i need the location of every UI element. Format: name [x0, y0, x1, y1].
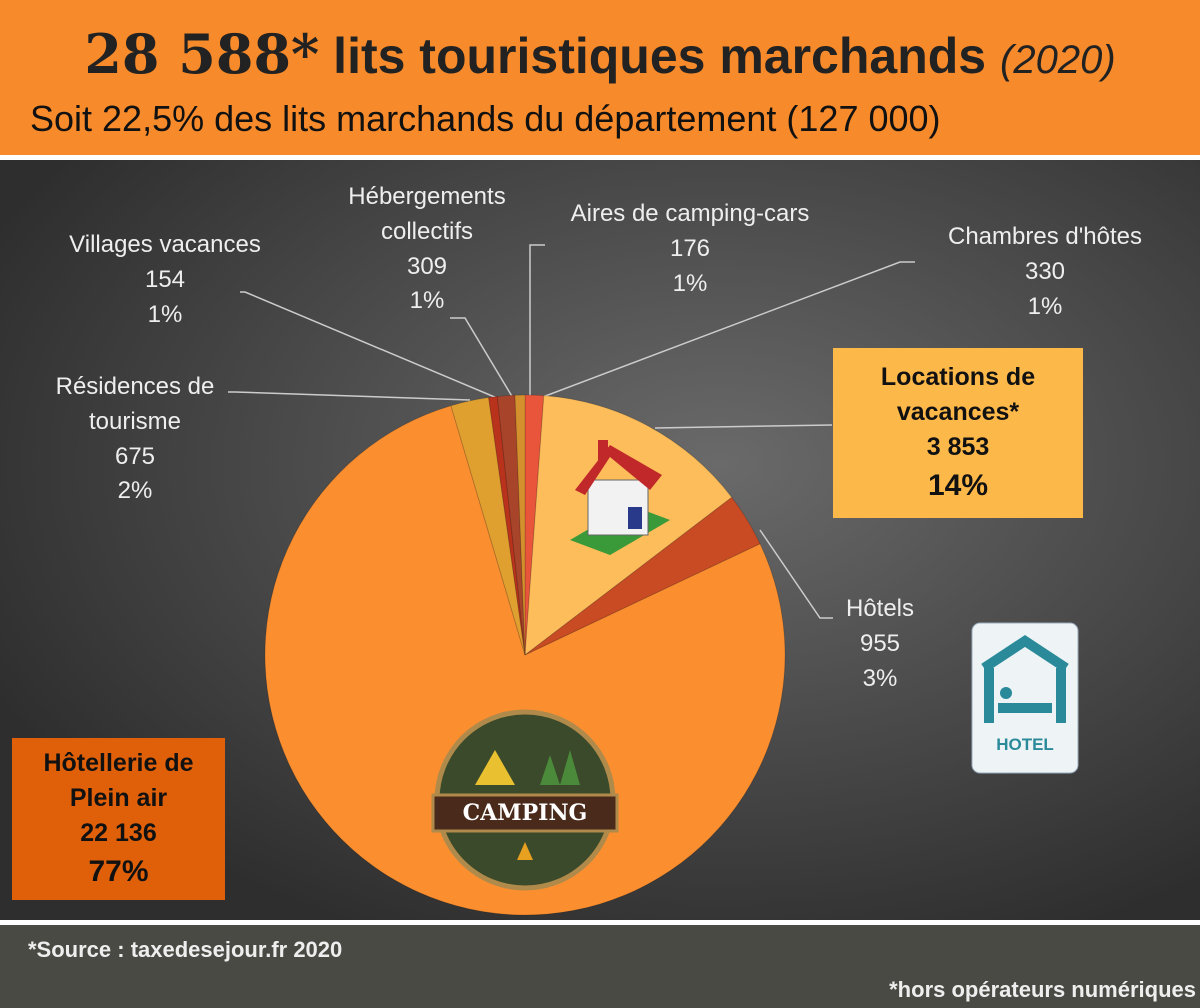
title-total: 28 588*	[84, 22, 319, 86]
footer: *Source : taxedesejour.fr 2020 *hors opé…	[0, 925, 1200, 1008]
percent-label: 1%	[45, 298, 285, 333]
hotel-label: HOTEL	[996, 735, 1054, 754]
leader-line	[655, 425, 832, 428]
hotel-icon: HOTEL	[972, 623, 1078, 773]
value-label: 675	[30, 440, 240, 475]
percent-label: 1%	[915, 290, 1175, 325]
note: *hors opérateurs numériques	[889, 977, 1196, 1003]
title-text: lits touristiques marchands	[333, 28, 986, 84]
category-label: Locations de vacances*	[833, 360, 1083, 430]
value-label: 330	[915, 255, 1175, 290]
percent-label: 2%	[30, 474, 240, 509]
percent-label: 14%	[833, 465, 1083, 507]
category-label: Résidences de tourisme	[30, 370, 240, 440]
camping-label: CAMPING	[463, 800, 588, 826]
percent-label: 3%	[820, 662, 940, 697]
subtitle: Soit 22,5% des lits marchands du départe…	[30, 98, 941, 140]
page: 28 588* lits touristiques marchands (202…	[0, 0, 1200, 1008]
value-label: 176	[540, 232, 840, 267]
category-label: Aires de camping-cars	[540, 197, 840, 232]
category-label: Hôtels	[820, 592, 940, 627]
value-label: 309	[337, 250, 517, 285]
header: 28 588* lits touristiques marchands (202…	[0, 0, 1200, 155]
percent-label: 1%	[540, 267, 840, 302]
percent-label: 77%	[12, 851, 225, 893]
category-label: Villages vacances	[45, 228, 285, 263]
category-label: Hôtellerie de Plein air	[12, 746, 225, 816]
category-label: Hébergements collectifs	[337, 180, 517, 250]
leader-line	[450, 318, 513, 398]
value-label: 3 853	[833, 430, 1083, 465]
value-label: 955	[820, 627, 940, 662]
source: *Source : taxedesejour.fr 2020	[28, 937, 342, 963]
category-label: Chambres d'hôtes	[915, 220, 1175, 255]
camping-icon: CAMPING	[433, 712, 617, 888]
leader-line	[228, 392, 470, 400]
title: 28 588* lits touristiques marchands (202…	[0, 22, 1200, 86]
title-year: (2020)	[1000, 38, 1116, 82]
value-label: 154	[45, 263, 285, 298]
percent-label: 1%	[337, 284, 517, 319]
value-label: 22 136	[12, 816, 225, 851]
